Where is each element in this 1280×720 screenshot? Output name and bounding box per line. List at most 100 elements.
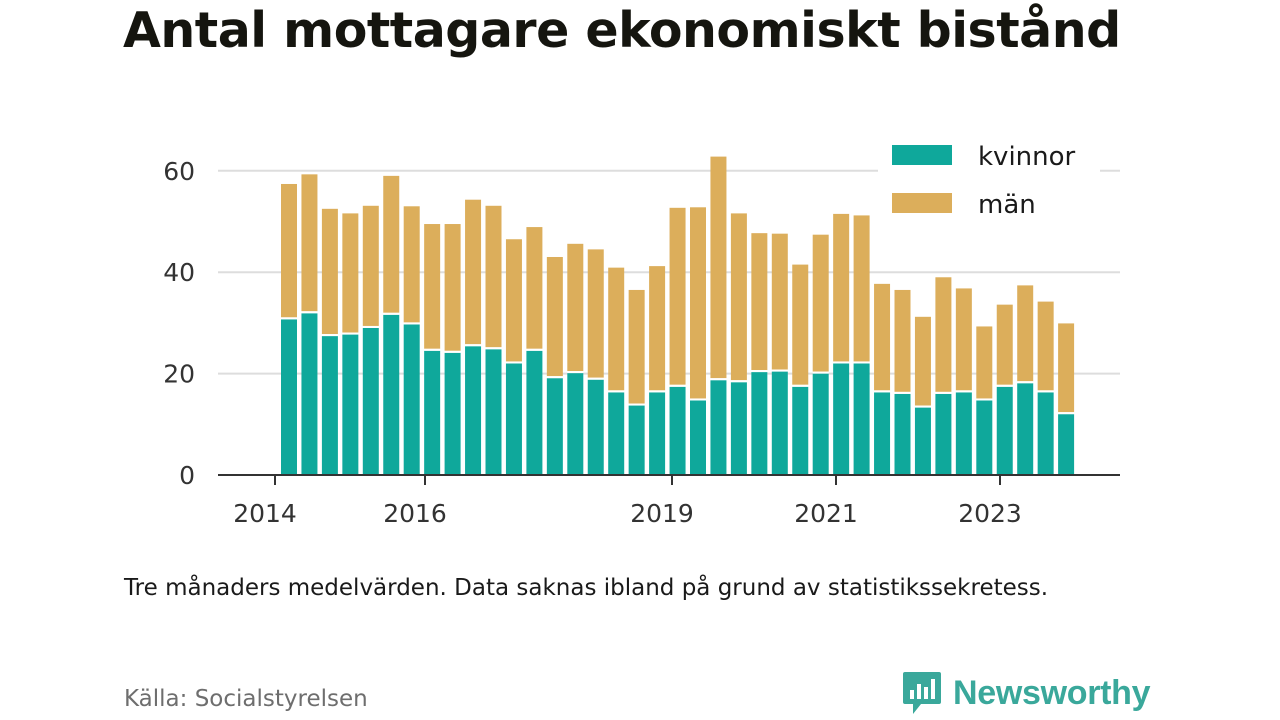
bar-man xyxy=(996,304,1013,385)
bar-man xyxy=(403,206,420,323)
bar-kvinnor xyxy=(955,392,972,475)
bar-man xyxy=(751,233,768,371)
bar-separator xyxy=(281,317,297,320)
x-tick-label: 2021 xyxy=(794,499,858,528)
bar-kvinnor xyxy=(628,405,645,475)
bar-man xyxy=(669,207,686,385)
bar-man xyxy=(485,205,502,348)
bar-kvinnor xyxy=(505,363,522,475)
bar-separator xyxy=(914,405,931,408)
bar-separator xyxy=(710,378,727,381)
bar-man xyxy=(792,264,809,385)
bar-kvinnor xyxy=(342,334,359,475)
bar-kvinnor xyxy=(792,386,809,475)
bar-separator xyxy=(424,348,441,351)
bar-separator xyxy=(587,377,604,380)
bar-separator xyxy=(894,391,911,394)
bar-separator xyxy=(567,371,584,374)
bar-man xyxy=(424,224,441,349)
bar-kvinnor xyxy=(608,392,625,475)
source-credit: Källa: Socialstyrelsen xyxy=(124,686,368,712)
legend: kvinnor män xyxy=(878,135,1100,230)
bar-kvinnor xyxy=(669,386,686,475)
chart-note: Tre månaders medelvärden. Data saknas ib… xyxy=(124,575,1049,601)
bar-man xyxy=(812,234,829,372)
bar-man xyxy=(1037,301,1054,391)
bar-separator xyxy=(608,390,625,393)
bar-man xyxy=(608,267,625,391)
bar-kvinnor xyxy=(546,378,563,475)
brand-name: Newsworthy xyxy=(953,673,1151,712)
bar-separator xyxy=(874,390,891,393)
bar-separator xyxy=(751,370,768,373)
bar-kvinnor xyxy=(649,392,666,475)
bar-separator xyxy=(1058,412,1075,415)
bar-separator xyxy=(485,347,502,350)
bar-kvinnor xyxy=(444,352,461,475)
bar-kvinnor xyxy=(894,393,911,475)
bar-separator xyxy=(649,390,666,393)
bar-separator xyxy=(546,376,563,379)
legend-label: kvinnor xyxy=(978,142,1076,172)
bar-man xyxy=(874,283,891,391)
bar-man xyxy=(690,207,706,399)
bar-man xyxy=(914,316,931,406)
bar-kvinnor xyxy=(771,371,788,475)
bar-kvinnor xyxy=(1017,383,1034,475)
bar-kvinnor xyxy=(526,350,543,475)
bar-kvinnor xyxy=(1058,414,1075,475)
bar-kvinnor xyxy=(996,386,1013,475)
x-tick-label: 2014 xyxy=(233,499,297,528)
bar-man xyxy=(771,233,788,370)
bar-kvinnor xyxy=(567,373,584,475)
bar-kvinnor xyxy=(935,393,952,475)
x-tick-label: 2019 xyxy=(630,499,694,528)
bar-man xyxy=(1017,285,1034,382)
legend-label: män xyxy=(978,190,1036,220)
bar-man xyxy=(546,256,563,377)
legend-swatch xyxy=(892,145,952,165)
bar-kvinnor xyxy=(403,324,420,475)
x-tick-label: 2023 xyxy=(958,499,1022,528)
bar-man xyxy=(976,326,993,399)
bar-man xyxy=(628,289,645,404)
bar-man xyxy=(955,288,972,391)
bar-man xyxy=(301,174,318,312)
bar-kvinnor xyxy=(465,346,482,475)
x-tick-label: 2016 xyxy=(383,499,447,528)
bar-separator xyxy=(771,369,788,372)
bar-man xyxy=(505,239,522,362)
bar-kvinnor xyxy=(914,407,931,475)
bars xyxy=(281,156,1075,475)
bar-kvinnor xyxy=(751,372,768,475)
bar-man xyxy=(730,213,747,381)
bar-separator xyxy=(628,403,645,406)
y-tick-label: 0 xyxy=(179,461,195,490)
y-tick-label: 60 xyxy=(163,157,195,186)
bar-separator xyxy=(996,384,1013,387)
bar-separator xyxy=(342,332,359,335)
bar-kvinnor xyxy=(424,350,441,475)
bar-kvinnor xyxy=(690,400,706,475)
bar-man xyxy=(894,289,911,392)
bar-separator xyxy=(730,380,747,383)
chart-title: Antal mottagare ekonomiskt bistånd xyxy=(123,2,1121,59)
bar-kvinnor xyxy=(730,382,747,475)
bar-kvinnor xyxy=(833,363,850,475)
bar-separator xyxy=(465,344,482,347)
y-tick-label: 40 xyxy=(163,258,195,287)
bar-kvinnor xyxy=(874,392,891,475)
bar-separator xyxy=(301,311,318,314)
stacked-bar-chart: 0 20 40 60 2014 2016 2019 2021 2023 kvinnor män xyxy=(163,135,1120,528)
bar-separator xyxy=(1037,390,1054,393)
bar-man xyxy=(526,227,543,349)
bar-man xyxy=(710,156,727,379)
bar-separator xyxy=(505,361,522,364)
bar-man xyxy=(567,243,584,372)
bar-separator xyxy=(1017,381,1034,384)
bar-separator xyxy=(935,391,952,394)
newsworthy-logo-icon xyxy=(903,672,941,714)
bar-separator xyxy=(955,390,972,393)
bar-separator xyxy=(976,398,993,401)
bar-separator xyxy=(526,348,543,351)
